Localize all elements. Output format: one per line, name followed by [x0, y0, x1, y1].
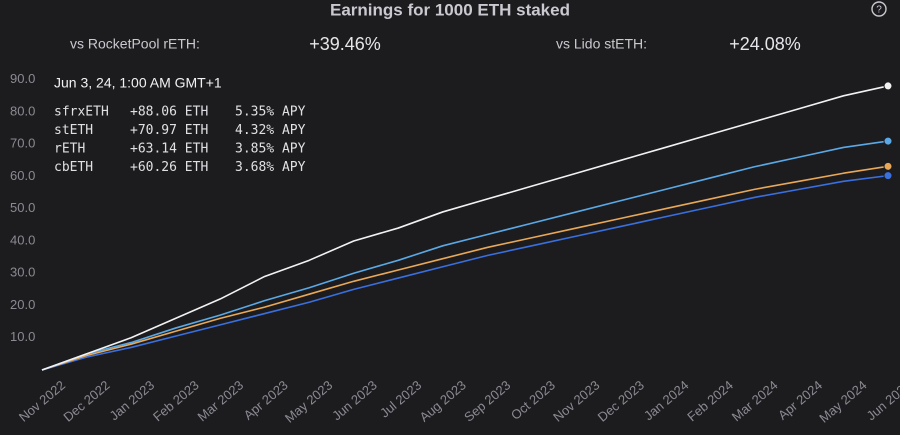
- x-tick-label: Nov 2023: [550, 377, 602, 424]
- x-tick-label: May 2023: [282, 377, 335, 425]
- series-line: [41, 85, 889, 371]
- end-point: [883, 81, 893, 91]
- y-tick-label: 20.0: [10, 297, 35, 312]
- y-tick-label: 60.0: [10, 168, 35, 183]
- tooltip-cell: 3.68% APY: [235, 160, 306, 175]
- x-tick-label: Dec 2023: [595, 377, 647, 424]
- x-tick-label: Feb 2024: [684, 377, 736, 424]
- x-tick-label: Jan 2023: [107, 377, 158, 423]
- x-tick-label: Dec 2022: [60, 377, 112, 424]
- comparison-label: vs RocketPool rETH:: [70, 36, 200, 52]
- series-line: [41, 174, 889, 371]
- help-icon[interactable]: ?: [871, 1, 887, 17]
- y-tick-label: 30.0: [10, 265, 35, 280]
- comparison-value: +39.46%: [309, 34, 381, 54]
- tooltip-cell: +63.14 ETH: [130, 142, 208, 157]
- tooltip-cell: 4.32% APY: [235, 123, 306, 138]
- tooltip-cell: +88.06 ETH: [130, 105, 208, 120]
- x-tick-label: Mar 2024: [729, 377, 781, 424]
- help-circle[interactable]: [871, 1, 887, 17]
- tooltip-cell: 3.85% APY: [235, 142, 306, 157]
- x-tick-label: Jun 2023: [329, 377, 380, 423]
- x-tick-label: May 2024: [816, 377, 869, 425]
- series-line: [41, 165, 889, 371]
- x-tick-label: Aug 2023: [417, 377, 469, 424]
- series-line: [41, 140, 889, 371]
- end-point: [883, 161, 893, 171]
- end-point: [883, 136, 893, 146]
- tooltip-cell: sfrxETH: [54, 105, 109, 120]
- y-tick-label: 90.0: [10, 71, 35, 86]
- x-tick-label: Feb 2023: [150, 377, 202, 424]
- chart-title: Earnings for 1000 ETH staked: [330, 0, 570, 19]
- tooltip-cell: 5.35% APY: [235, 105, 306, 120]
- y-tick-label: 80.0: [10, 103, 35, 118]
- comparison-label: vs Lido stETH:: [556, 36, 647, 52]
- y-tick-label: 70.0: [10, 136, 35, 151]
- y-tick-label: 50.0: [10, 200, 35, 215]
- tooltip-cell: +60.26 ETH: [130, 160, 208, 175]
- tooltip-cell: +70.97 ETH: [130, 123, 208, 138]
- x-tick-label: Oct 2023: [508, 377, 558, 422]
- x-tick-label: Nov 2022: [16, 377, 68, 424]
- y-tick-label: 10.0: [10, 329, 35, 344]
- x-tick-label: Jan 2024: [641, 377, 692, 423]
- x-tick-label: Sep 2023: [461, 377, 513, 424]
- x-tick-label: Mar 2023: [195, 377, 247, 424]
- comparison-value: +24.08%: [729, 34, 801, 54]
- tooltip-date: Jun 3, 24, 1:00 AM GMT+1: [54, 75, 222, 91]
- tooltip-cell: rETH: [54, 142, 85, 157]
- tooltip-bg: [50, 70, 320, 180]
- help-mark[interactable]: ?: [876, 5, 882, 16]
- x-tick-label: Jun 2024: [864, 377, 900, 423]
- tooltip-cell: stETH: [54, 123, 93, 138]
- tooltip-cell: cbETH: [54, 160, 93, 175]
- end-point: [883, 171, 893, 181]
- y-tick-label: 40.0: [10, 232, 35, 247]
